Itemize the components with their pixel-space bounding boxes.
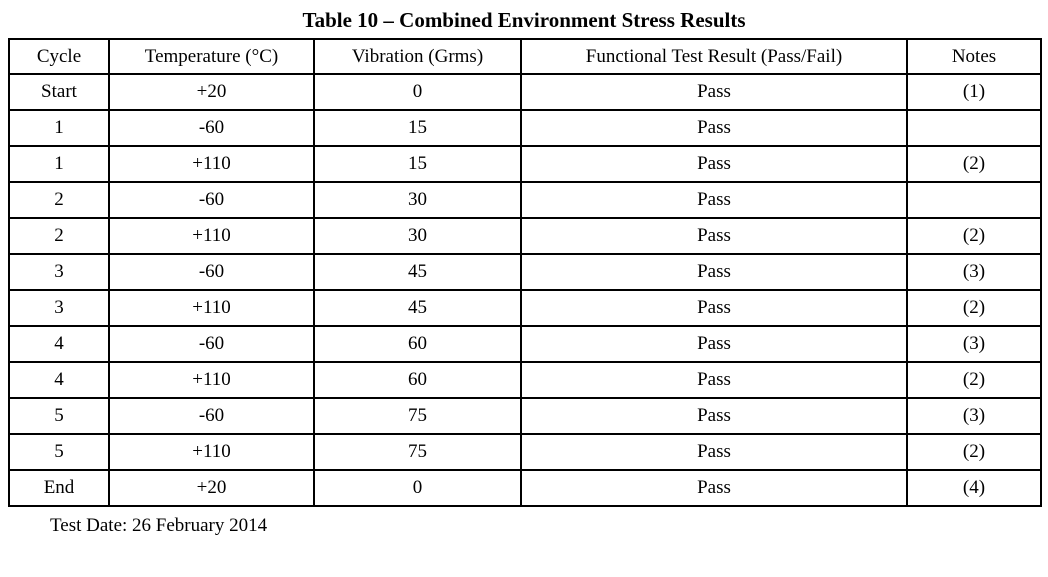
cell-result: Pass	[520, 217, 908, 255]
table-row: End +20 0 Pass (4)	[8, 469, 1042, 507]
cell-temperature: +20	[108, 73, 315, 111]
cell-temperature: -60	[108, 109, 315, 147]
cell-vibration: 60	[313, 325, 522, 363]
table-row: 5 -60 75 Pass (3)	[8, 397, 1042, 435]
cell-result: Pass	[520, 109, 908, 147]
cell-cycle: 1	[8, 109, 110, 147]
cell-temperature: +110	[108, 433, 315, 471]
cell-cycle: 3	[8, 253, 110, 291]
cell-temperature: -60	[108, 253, 315, 291]
cell-notes: (3)	[906, 253, 1042, 291]
cell-notes	[906, 181, 1042, 219]
cell-temperature: -60	[108, 325, 315, 363]
cell-vibration: 15	[313, 109, 522, 147]
cell-result: Pass	[520, 289, 908, 327]
cell-notes	[906, 109, 1042, 147]
cell-notes: (3)	[906, 325, 1042, 363]
cell-temperature: +110	[108, 361, 315, 399]
cell-notes: (3)	[906, 397, 1042, 435]
cell-temperature: +110	[108, 145, 315, 183]
table-row: Start +20 0 Pass (1)	[8, 73, 1042, 111]
cell-notes: (1)	[906, 73, 1042, 111]
table-row: 2 +110 30 Pass (2)	[8, 217, 1042, 255]
table-row: 2 -60 30 Pass	[8, 181, 1042, 219]
cell-notes: (2)	[906, 217, 1042, 255]
cell-temperature: -60	[108, 181, 315, 219]
cell-cycle: Start	[8, 73, 110, 111]
cell-temperature: +20	[108, 469, 315, 507]
cell-cycle: End	[8, 469, 110, 507]
cell-cycle: 5	[8, 397, 110, 435]
cell-cycle: 4	[8, 361, 110, 399]
header-result: Functional Test Result (Pass/Fail)	[520, 38, 908, 75]
cell-result: Pass	[520, 253, 908, 291]
cell-vibration: 75	[313, 397, 522, 435]
header-vibration: Vibration (Grms)	[313, 38, 522, 75]
cell-temperature: +110	[108, 217, 315, 255]
table-row: 5 +110 75 Pass (2)	[8, 433, 1042, 471]
test-date-note: Test Date: 26 February 2014	[50, 515, 268, 536]
table-body: Start +20 0 Pass (1) 1 -60 15 Pass 1 +110 15 Pass (2)…	[8, 73, 1042, 507]
cell-cycle: 1	[8, 145, 110, 183]
stress-results-table: Cycle Temperature (°C) Vibration (Grms) …	[8, 38, 1042, 507]
cell-result: Pass	[520, 433, 908, 471]
cell-cycle: 3	[8, 289, 110, 327]
cell-result: Pass	[520, 469, 908, 507]
cell-temperature: +110	[108, 289, 315, 327]
cell-result: Pass	[520, 73, 908, 111]
cell-notes: (2)	[906, 361, 1042, 399]
cell-result: Pass	[520, 397, 908, 435]
cell-result: Pass	[520, 181, 908, 219]
table-row: 3 -60 45 Pass (3)	[8, 253, 1042, 291]
cell-cycle: 5	[8, 433, 110, 471]
cell-temperature: -60	[108, 397, 315, 435]
cell-notes: (2)	[906, 145, 1042, 183]
cell-cycle: 2	[8, 181, 110, 219]
cell-notes: (4)	[906, 469, 1042, 507]
cell-vibration: 15	[313, 145, 522, 183]
header-notes: Notes	[906, 38, 1042, 75]
cell-notes: (2)	[906, 433, 1042, 471]
cell-vibration: 30	[313, 217, 522, 255]
cell-notes: (2)	[906, 289, 1042, 327]
header-cycle: Cycle	[8, 38, 110, 75]
table-row: 1 +110 15 Pass (2)	[8, 145, 1042, 183]
cell-cycle: 4	[8, 325, 110, 363]
header-temperature: Temperature (°C)	[108, 38, 315, 75]
cell-vibration: 30	[313, 181, 522, 219]
cell-vibration: 0	[313, 469, 522, 507]
cell-result: Pass	[520, 145, 908, 183]
cell-result: Pass	[520, 325, 908, 363]
table-title: Table 10 – Combined Environment Stress R…	[302, 8, 746, 32]
table-row: 4 +110 60 Pass (2)	[8, 361, 1042, 399]
cell-vibration: 45	[313, 253, 522, 291]
table-header-row: Cycle Temperature (°C) Vibration (Grms) …	[8, 38, 1042, 75]
table-row: 4 -60 60 Pass (3)	[8, 325, 1042, 363]
table-row: 3 +110 45 Pass (2)	[8, 289, 1042, 327]
cell-vibration: 0	[313, 73, 522, 111]
cell-result: Pass	[520, 361, 908, 399]
cell-cycle: 2	[8, 217, 110, 255]
cell-vibration: 75	[313, 433, 522, 471]
cell-vibration: 45	[313, 289, 522, 327]
cell-vibration: 60	[313, 361, 522, 399]
table-row: 1 -60 15 Pass	[8, 109, 1042, 147]
